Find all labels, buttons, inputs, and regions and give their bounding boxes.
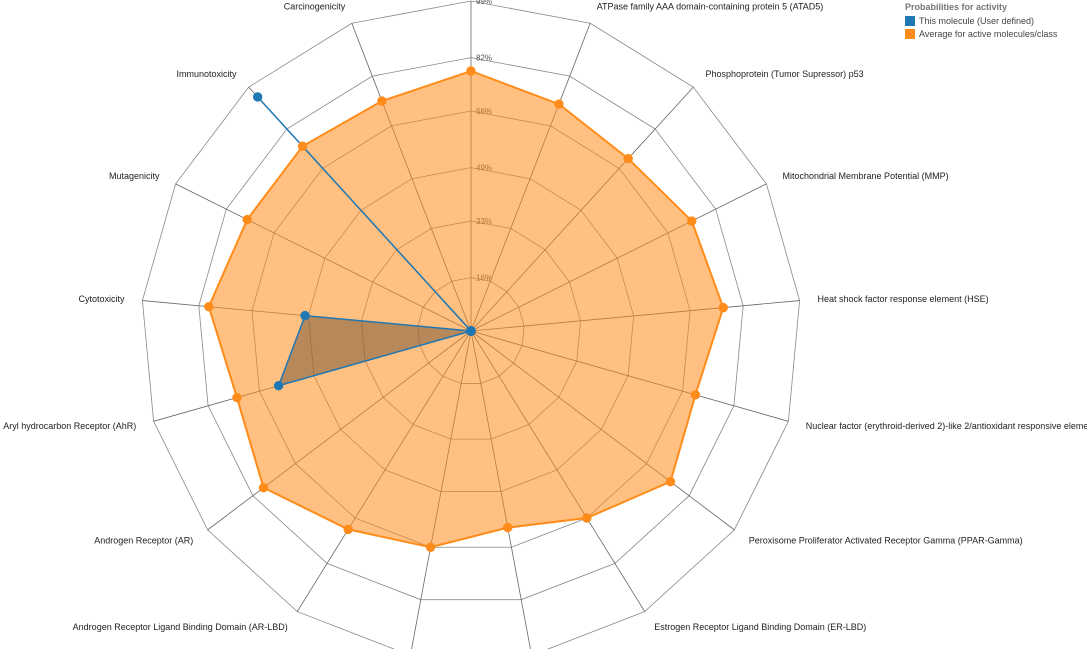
series-0-point-9 bbox=[425, 542, 436, 552]
axis-label-15: Immunotoxicity bbox=[177, 69, 238, 79]
axis-label-11: Androgen Receptor (AR) bbox=[94, 536, 193, 546]
series-area-0 bbox=[207, 69, 725, 549]
legend-swatch-molecule bbox=[905, 16, 915, 26]
axis-label-10: Androgen Receptor Ligand Binding Domain … bbox=[73, 622, 288, 632]
legend-item-average: Average for active molecules/class bbox=[905, 29, 1057, 39]
legend-title: Probabilities for activity bbox=[905, 2, 1008, 12]
axis-label-7: Estrogen Receptor Ligand Binding Domain … bbox=[654, 622, 866, 632]
series-0-point-0 bbox=[466, 66, 476, 76]
legend-label-average: Average for active molecules/class bbox=[919, 29, 1058, 39]
series-0-point-7 bbox=[582, 513, 592, 523]
tick-label-5: 99% bbox=[476, 0, 492, 6]
tick-label-4: 82% bbox=[476, 54, 492, 63]
axis-label-2: Phosphoprotein (Tumor Supressor) p53 bbox=[705, 69, 863, 79]
axis-label-1: ATPase family AAA domain-containing prot… bbox=[597, 1, 824, 11]
series-0-point-11 bbox=[258, 482, 269, 493]
series-0-point-4 bbox=[718, 302, 728, 313]
series-1-point-13 bbox=[300, 310, 310, 321]
series-0-point-10 bbox=[343, 524, 353, 535]
series-1-point-15 bbox=[252, 92, 263, 102]
series-0-point-12 bbox=[232, 392, 242, 403]
grid-ring-5 bbox=[142, 0, 800, 649]
series-0-point-3 bbox=[687, 216, 697, 226]
series-0-point-15 bbox=[297, 141, 308, 151]
axis-label-13: Cytotoxicity bbox=[78, 294, 125, 304]
axis-label-14: Mutagenicity bbox=[109, 171, 160, 181]
axis-label-4: Heat shock factor response element (HSE) bbox=[818, 294, 989, 304]
series-1-point-16 bbox=[466, 326, 476, 336]
series-0-point-14 bbox=[242, 214, 252, 225]
series-0-point-1 bbox=[554, 99, 564, 109]
radar-series-areas bbox=[207, 69, 725, 549]
axis-label-12: Aryl hydrocarbon Receptor (AhR) bbox=[3, 421, 136, 431]
axis-label-16: Carcinogenicity bbox=[284, 1, 346, 11]
series-0-point-16 bbox=[377, 96, 387, 106]
axis-label-5: Nuclear factor (erythroid-derived 2)-lik… bbox=[806, 421, 1087, 431]
series-0-point-5 bbox=[690, 390, 701, 400]
radar-axis-labels: HepatotoxicityATPase family AAA domain-c… bbox=[3, 1, 1087, 632]
series-area-1 bbox=[257, 96, 473, 387]
legend-label-molecule: This molecule (User defined) bbox=[919, 16, 1035, 26]
series-0-point-13 bbox=[204, 302, 214, 312]
series-0-point-8 bbox=[503, 522, 513, 533]
radar-series-points bbox=[204, 66, 728, 552]
axis-label-3: Mitochondrial Membrane Potential (MMP) bbox=[783, 171, 949, 181]
legend: Probabilities for activity This molecule… bbox=[905, 2, 1057, 42]
legend-swatch-average bbox=[905, 29, 915, 39]
axis-label-6: Peroxisome Proliferator Activated Recept… bbox=[749, 536, 1023, 546]
series-1-point-12 bbox=[273, 381, 284, 391]
grid-ring-4 bbox=[198, 57, 744, 601]
legend-item-molecule: This molecule (User defined) bbox=[905, 16, 1057, 26]
series-0-point-6 bbox=[665, 476, 676, 487]
series-0-point-2 bbox=[623, 153, 633, 164]
